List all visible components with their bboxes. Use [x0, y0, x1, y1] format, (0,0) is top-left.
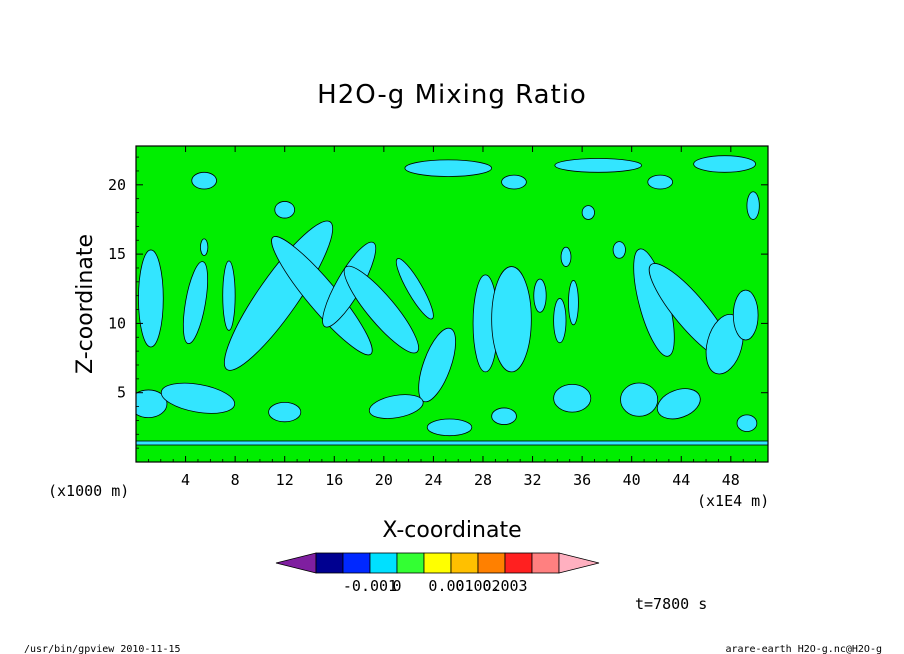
x-axis-label: X-coordinate	[382, 518, 521, 543]
x-tick-label: 12	[276, 471, 294, 489]
anomaly-blob	[705, 314, 744, 375]
plot-frame	[135, 145, 769, 463]
anomaly-blob	[368, 394, 424, 419]
anomaly-blob	[182, 261, 209, 344]
colorbar-box	[315, 552, 344, 574]
anomaly-blob	[271, 236, 373, 356]
colorbar-box	[342, 552, 371, 574]
anomaly-blob	[693, 155, 757, 173]
anomaly-blob	[418, 327, 456, 403]
colorbar-box	[396, 552, 425, 574]
anomaly-blob	[274, 201, 296, 219]
x-tick-label: 4	[181, 471, 190, 489]
y-tick-label: 5	[117, 384, 126, 402]
colorbar-box	[423, 552, 452, 574]
colorbar-level-label: 0.002	[455, 577, 500, 595]
anomaly-blob	[736, 414, 758, 432]
anomaly-blob	[343, 265, 419, 354]
anomaly-blob	[560, 246, 572, 267]
y-tick-label: 10	[108, 314, 126, 332]
anomaly-blob	[501, 174, 527, 190]
anomaly-blob	[160, 382, 236, 414]
anomaly-blob	[222, 260, 236, 331]
anomaly-blob	[404, 159, 493, 177]
x-unit-left: (x1000 m)	[48, 482, 129, 500]
anomaly-blob	[656, 388, 701, 420]
colorbar-level-label: 0	[392, 577, 401, 595]
footer-right: arare-earth_H2O-g.nc@H2O-g	[725, 644, 882, 654]
anomaly-blob	[395, 258, 434, 320]
colorbar-under-cap	[275, 552, 317, 574]
footer-left: /usr/bin/gpview 2010-11-15	[24, 644, 181, 654]
colorbar-box	[369, 552, 398, 574]
anomaly-regions	[136, 155, 760, 437]
x-axis-ticks: 4 8 12 16 20 24 28 32 36 40 44 48	[147, 146, 757, 489]
anomaly-blob	[200, 238, 209, 256]
anomaly-blob	[268, 402, 302, 423]
y-tick-label: 15	[108, 245, 126, 263]
colorbar	[275, 552, 600, 574]
anomaly-blob	[732, 289, 759, 341]
x-tick-label: 20	[375, 471, 393, 489]
anomaly-blob	[581, 205, 595, 220]
anomaly-blob	[533, 278, 547, 313]
x-tick-label: 48	[722, 471, 740, 489]
x-tick-label: 16	[325, 471, 343, 489]
anomaly-blob	[612, 241, 626, 259]
anomaly-blob	[553, 383, 592, 413]
colorbar-level-label: 0.001	[428, 577, 473, 595]
x-tick-label: 32	[524, 471, 542, 489]
chart-title: H2O-g Mixing Ratio	[317, 80, 587, 110]
anomaly-blob	[426, 418, 473, 437]
colorbar-box	[504, 552, 533, 574]
anomaly-blob	[136, 389, 168, 419]
colorbar-level-label: -0.001	[343, 577, 397, 595]
anomaly-blob	[491, 407, 517, 425]
anomaly-blob	[191, 171, 217, 190]
colorbar-over-cap	[558, 552, 600, 574]
anomaly-blob	[620, 382, 659, 417]
x-tick-label: 36	[573, 471, 591, 489]
anomaly-blob	[554, 158, 643, 173]
y-axis-ticks: 5 10 15 20	[108, 156, 768, 449]
anomaly-blob	[746, 191, 760, 220]
anomaly-blob	[568, 280, 579, 326]
colorbar-level-label: 0.003	[482, 577, 527, 595]
x-tick-label: 44	[672, 471, 690, 489]
anomaly-blob	[553, 298, 567, 344]
anomaly-blob	[647, 174, 673, 190]
x-unit-right: (x1E4 m)	[697, 492, 769, 510]
x-tick-label: 24	[424, 471, 442, 489]
anomaly-blob	[138, 249, 164, 348]
x-tick-label: 8	[231, 471, 240, 489]
y-tick-label: 20	[108, 176, 126, 194]
surface-layer	[136, 440, 768, 446]
x-tick-label: 40	[623, 471, 641, 489]
anomaly-blob	[491, 266, 532, 373]
x-tick-label: 28	[474, 471, 492, 489]
colorbar-box	[531, 552, 560, 574]
colorbar-box	[450, 552, 479, 574]
y-axis-label: Z-coordinate	[73, 234, 98, 374]
colorbar-box	[477, 552, 506, 574]
time-label: t=7800 s	[635, 595, 707, 613]
